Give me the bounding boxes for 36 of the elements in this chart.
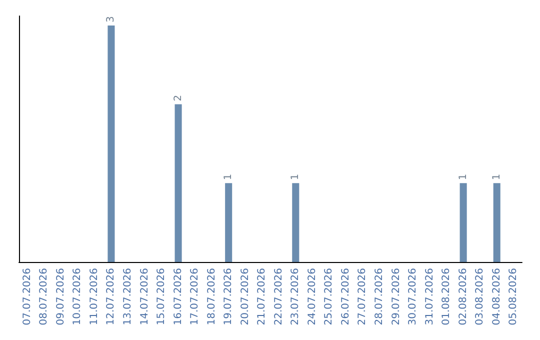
x-tick-label: 16.07.2026: [172, 268, 184, 326]
x-tick-label: 02.08.2026: [458, 268, 469, 326]
x-tick-label: 08.07.2026: [38, 268, 50, 326]
x-tick-label: 21.07.2026: [256, 268, 268, 326]
x-tick-label: 26.07.2026: [340, 268, 352, 326]
x-tick-label: 10.07.2026: [72, 268, 84, 326]
x-tick-label: 11.07.2026: [88, 268, 100, 326]
x-tick-label: 14.07.2026: [139, 268, 150, 326]
x-tick-label: 17.07.2026: [190, 268, 201, 326]
x-tick-label: 07.07.2026: [22, 268, 33, 326]
x-tick-label: 25.07.2026: [324, 268, 335, 326]
x-tick-label: 15.07.2026: [156, 268, 168, 326]
x-tick-label: 12.07.2026: [106, 268, 117, 326]
data-label: 1: [458, 174, 469, 180]
data-label: 1: [491, 174, 502, 180]
x-tick-label: 28.07.2026: [374, 268, 385, 326]
x-tick-label: 31.07.2026: [424, 268, 436, 326]
x-tick-label: 05.08.2026: [508, 268, 520, 326]
data-label: 1: [290, 174, 302, 180]
x-tick-label: 24.07.2026: [306, 268, 318, 326]
x-tick-label: 18.07.2026: [206, 268, 218, 326]
x-tick-label: 13.07.2026: [122, 268, 134, 326]
data-label: 3: [106, 16, 117, 22]
data-label: 2: [172, 94, 184, 102]
x-tick-label: 27.07.2026: [357, 268, 368, 326]
x-tick-label: 20.07.2026: [240, 268, 251, 326]
x-tick-label: 22.07.2026: [273, 268, 284, 326]
x-tick-label: 01.08.2026: [441, 268, 452, 326]
x-tick-label: 29.07.2026: [390, 268, 402, 326]
x-tick-label: 09.07.2026: [55, 268, 66, 326]
x-tick-label: 19.07.2026: [223, 268, 234, 326]
x-tick-label: 23.07.2026: [290, 268, 302, 326]
x-tick-label: 04.08.2026: [491, 268, 502, 326]
x-tick-label: 30.07.2026: [408, 268, 419, 326]
data-label: 1: [223, 174, 234, 180]
x-tick-label: 03.08.2026: [474, 268, 486, 326]
